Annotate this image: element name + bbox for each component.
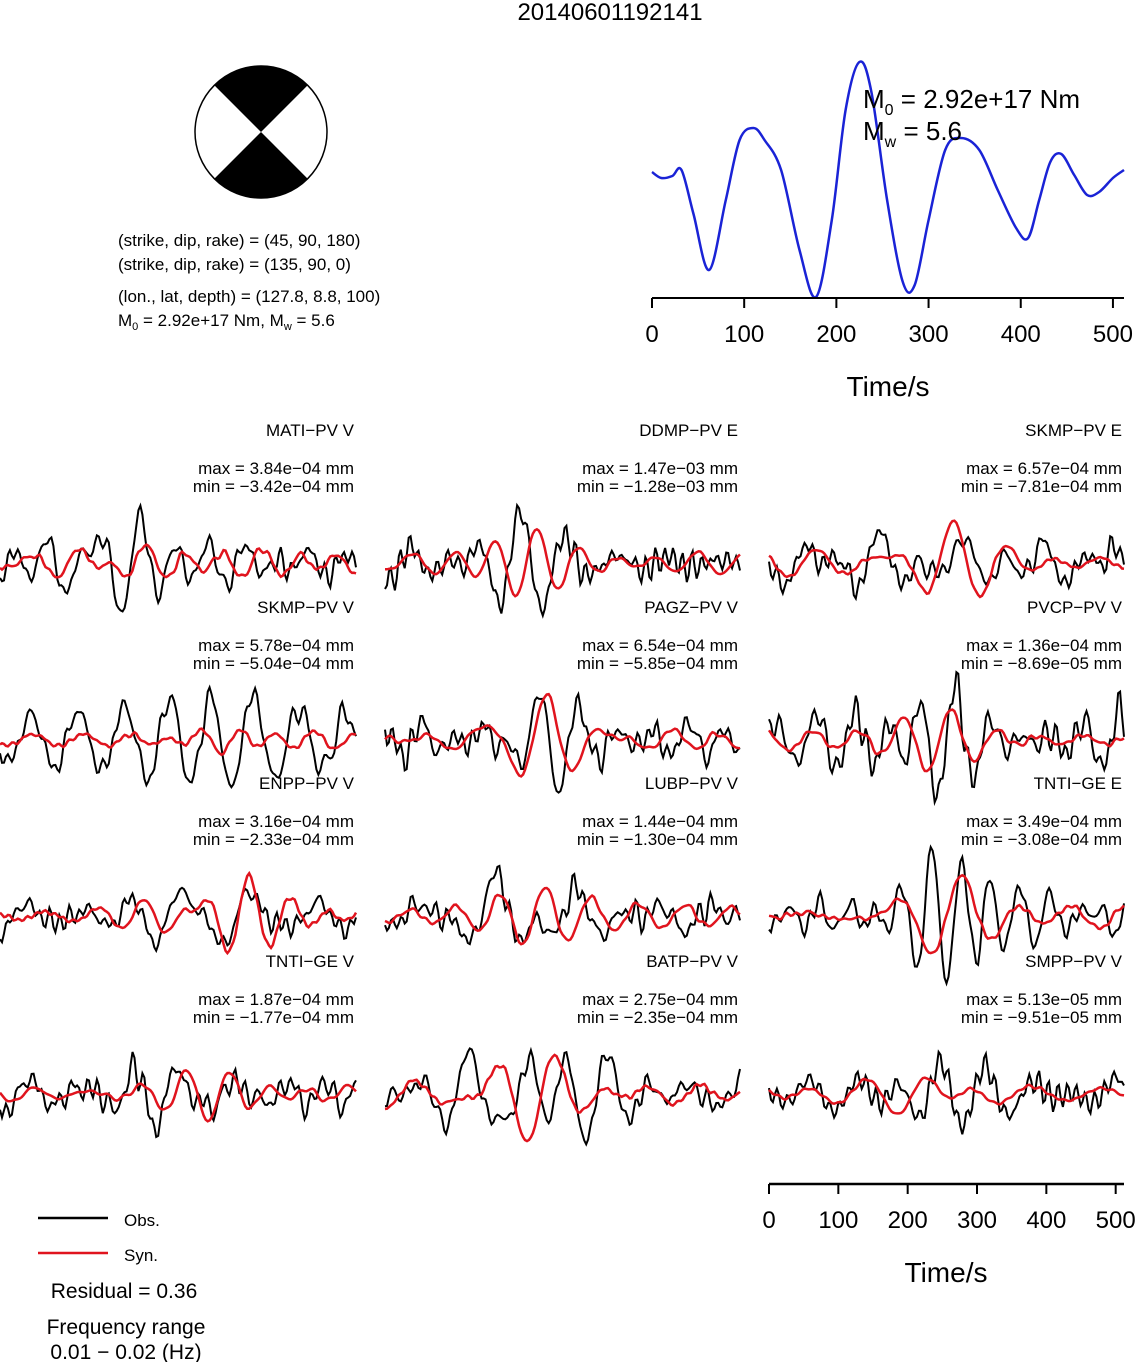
station-max: max = 1.36e−04 mm (966, 636, 1122, 655)
station-min: min = −1.30e−04 mm (577, 830, 738, 849)
mechanism-plane-1: (strike, dip, rake) = (45, 90, 180) (118, 231, 360, 250)
bottom-x-ticks: 0 100 200 300 400 500 (762, 1184, 1136, 1234)
station-max: max = 6.54e−04 mm (582, 636, 738, 655)
obs-trace (768, 844, 1125, 987)
obs-trace (0, 1051, 357, 1139)
station-max: max = 3.49e−04 mm (966, 812, 1122, 831)
stf-mw-label: Mw = 5.6 (863, 116, 962, 151)
x-tick-label: 300 (957, 1207, 997, 1234)
station-min: min = −1.77e−04 mm (193, 1008, 354, 1027)
stf-x-ticks: 0 100 200 300 400 500 (645, 298, 1133, 348)
syn-trace (384, 886, 741, 946)
obs-trace (768, 670, 1125, 807)
station-min: min = −8.69e−05 mm (961, 654, 1122, 673)
syn-trace (768, 873, 1125, 955)
station-name: ENPP−PV V (259, 774, 355, 793)
beachball-compression-top (214, 65, 308, 132)
obs-trace (384, 864, 741, 946)
syn-trace (767, 708, 1125, 773)
stf-x-axis-label: Time/s (847, 371, 930, 402)
frequency-range-label: Frequency range (47, 1316, 206, 1339)
obs-trace (0, 502, 357, 613)
x-tick-label: 400 (1001, 321, 1041, 348)
station-max: max = 3.16e−04 mm (198, 812, 354, 831)
station-min: min = −5.04e−04 mm (193, 654, 354, 673)
station-name: DDMP−PV E (639, 421, 738, 440)
mechanism-location: (lon., lat, depth) = (127.8, 8.8, 100) (118, 287, 380, 306)
station-name: TNTI−GE V (266, 952, 355, 971)
station-name: PVCP−PV V (1027, 598, 1123, 617)
station-max: max = 1.47e−03 mm (582, 459, 738, 478)
stf-curve (651, 60, 1125, 299)
figure-title: 20140601192141 (517, 0, 702, 26)
obs-trace (768, 1049, 1125, 1135)
syn-trace (0, 543, 357, 579)
beachball-compression-bottom (214, 132, 308, 199)
obs-trace (0, 684, 357, 790)
station-max: max = 5.13e−05 mm (966, 990, 1122, 1009)
x-tick-label: 0 (645, 321, 658, 348)
stf-moment-label: M0 = 2.92e+17 Nm (863, 84, 1080, 119)
x-tick-label: 100 (724, 321, 764, 348)
station-max: max = 1.87e−04 mm (198, 990, 354, 1009)
obs-trace (384, 1046, 741, 1147)
x-tick-label: 200 (888, 1207, 928, 1234)
x-tick-label: 0 (762, 1207, 775, 1234)
mechanism-moment: M0 = 2.92e+17 Nm, Mw = 5.6 (118, 311, 335, 333)
x-tick-label: 200 (816, 321, 856, 348)
x-tick-label: 500 (1096, 1207, 1136, 1234)
syn-trace (0, 870, 358, 956)
station-name: LUBP−PV V (645, 774, 739, 793)
x-tick-label: 400 (1026, 1207, 1066, 1234)
station-min: min = −5.85e−04 mm (577, 654, 738, 673)
station-max: max = 6.57e−04 mm (966, 459, 1122, 478)
syn-trace (385, 527, 741, 598)
station-max: max = 2.75e−04 mm (582, 990, 738, 1009)
syn-trace (768, 519, 1125, 599)
syn-trace (768, 1076, 1125, 1115)
obs-trace (384, 691, 741, 794)
legend: Obs. Syn. (38, 1211, 160, 1265)
legend-syn-label: Syn. (124, 1246, 158, 1265)
source-time-function-panel: M0 = 2.92e+17 Nm Mw = 5.6 0 100 200 300 400 5… (645, 60, 1133, 402)
x-tick-label: 100 (818, 1207, 858, 1234)
station-max: max = 1.44e−04 mm (582, 812, 738, 831)
x-tick-label: 300 (909, 321, 949, 348)
frequency-range-values: 0.01 − 0.02 (Hz) (50, 1341, 201, 1362)
bottom-time-axis: 0 100 200 300 400 500 Time/s (762, 1182, 1136, 1288)
syn-trace (384, 692, 741, 778)
syn-trace (0, 1069, 357, 1123)
legend-obs-label: Obs. (124, 1211, 160, 1230)
obs-trace (0, 886, 357, 954)
focal-mechanism-beachball (194, 65, 328, 199)
station-min: min = −2.35e−04 mm (577, 1008, 738, 1027)
mechanism-plane-2: (strike, dip, rake) = (135, 90, 0) (118, 255, 351, 274)
obs-trace (768, 529, 1125, 602)
station-name: SKMP−PV E (1025, 421, 1122, 440)
station-min: min = −3.42e−04 mm (193, 477, 354, 496)
station-max: max = 3.84e−04 mm (198, 459, 354, 478)
station-name: SKMP−PV V (257, 598, 355, 617)
station-min: min = −1.28e−03 mm (577, 477, 738, 496)
station-name: TNTI−GE E (1034, 774, 1122, 793)
station-min: min = −2.33e−04 mm (193, 830, 354, 849)
station-max: max = 5.78e−04 mm (198, 636, 354, 655)
x-tick-label: 500 (1093, 321, 1133, 348)
station-name: MATI−PV V (266, 421, 355, 440)
syn-trace (0, 727, 357, 757)
station-min: min = −7.81e−04 mm (961, 477, 1122, 496)
station-name: PAGZ−PV V (644, 598, 738, 617)
station-name: BATP−PV V (646, 952, 738, 971)
station-min: min = −9.51e−05 mm (961, 1008, 1122, 1027)
station-name: SMPP−PV V (1025, 952, 1123, 971)
residual-label: Residual = 0.36 (51, 1280, 198, 1303)
station-min: min = −3.08e−04 mm (961, 830, 1122, 849)
syn-trace (384, 1053, 741, 1143)
bottom-x-axis-label: Time/s (905, 1257, 988, 1288)
